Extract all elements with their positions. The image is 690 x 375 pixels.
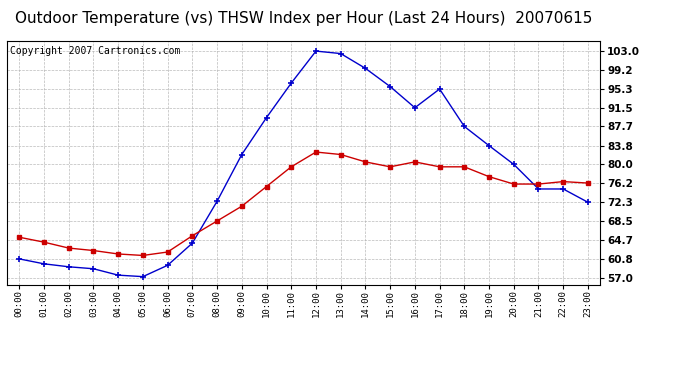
Text: Outdoor Temperature (vs) THSW Index per Hour (Last 24 Hours)  20070615: Outdoor Temperature (vs) THSW Index per … bbox=[15, 11, 592, 26]
Text: Copyright 2007 Cartronics.com: Copyright 2007 Cartronics.com bbox=[10, 46, 180, 56]
